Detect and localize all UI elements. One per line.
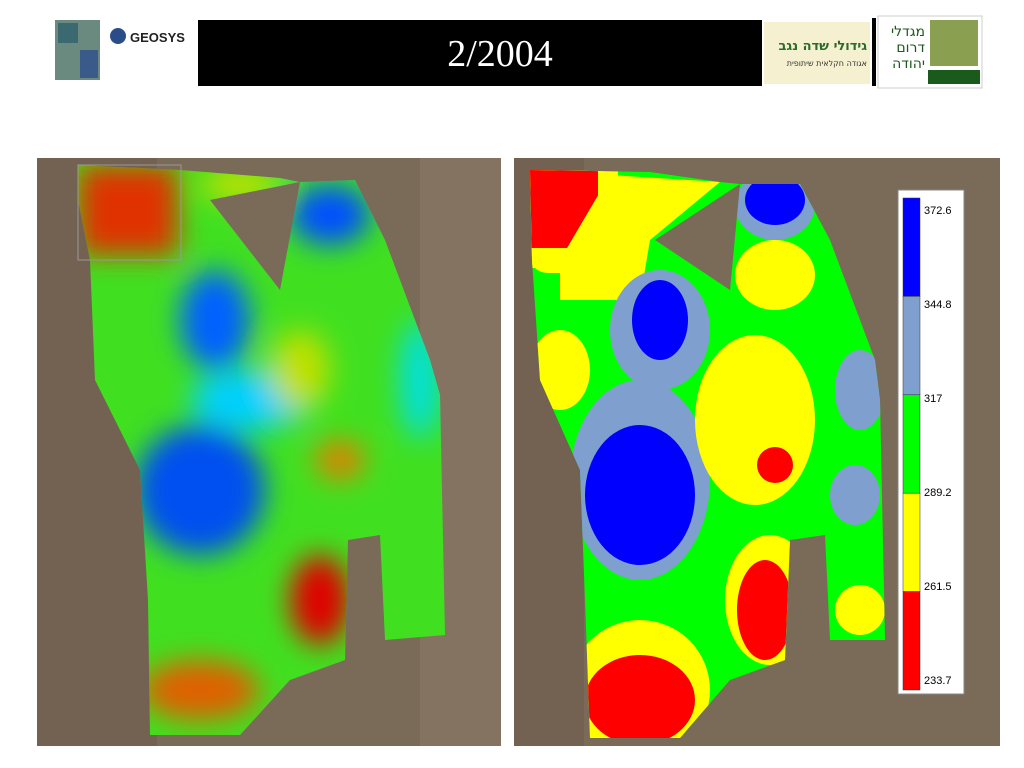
title-bar (198, 20, 762, 86)
legend-label: 233.7 (924, 675, 952, 687)
legend-label: 289.2 (924, 487, 952, 499)
geosys-logo: GEOSYS (55, 20, 185, 80)
satellite-map-classified (514, 158, 1000, 746)
legend-label: 261.5 (924, 581, 952, 593)
logo-text: מגדלי (891, 24, 925, 40)
logo-text: GEOSYS (130, 30, 185, 45)
partner-logo: גידולי שדה נגב אגודה חקלאית שיתופית מגדל… (764, 15, 983, 89)
slide-title: 2/2004 (447, 33, 553, 75)
logo-text: דרום (896, 40, 925, 56)
logo-text: גידולי שדה נגב (778, 39, 867, 54)
legend-label: 344.8 (924, 299, 952, 311)
satellite-map-gradient (37, 158, 501, 746)
legend-swatch (902, 591, 921, 691)
legend-swatch (902, 197, 921, 297)
logo-text: אגודה חקלאית שיתופית (787, 59, 867, 68)
legend-swatch (902, 492, 921, 592)
legend-swatch (902, 296, 921, 396)
legend-label: 372.6 (924, 205, 952, 217)
legend-swatch (902, 394, 921, 494)
legend-label: 317 (924, 393, 942, 405)
logo-text: יהודה (892, 56, 925, 72)
